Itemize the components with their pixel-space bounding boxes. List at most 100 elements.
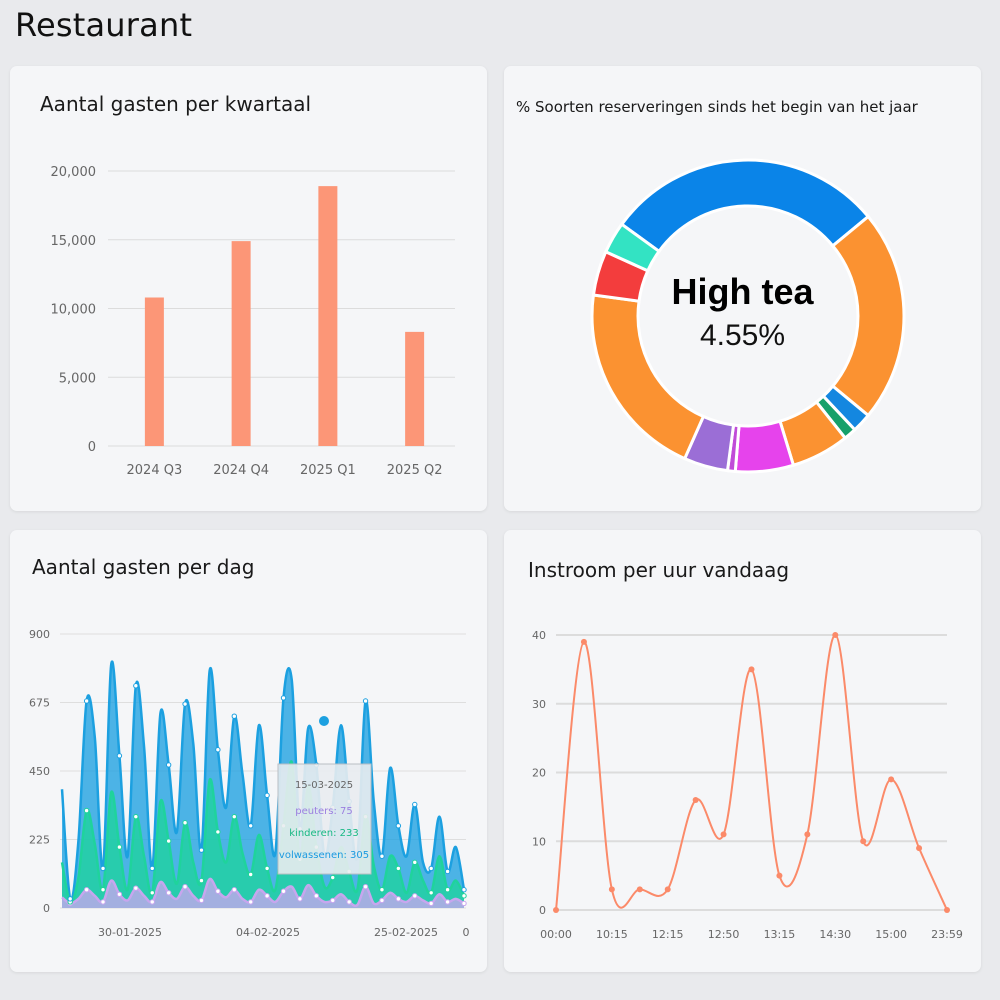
data-point[interactable] (100, 865, 106, 872)
data-point[interactable] (412, 893, 418, 899)
data-point[interactable] (330, 874, 336, 881)
data-point[interactable] (461, 893, 467, 899)
data-point[interactable] (832, 632, 839, 638)
tooltip: 15-03-2025 peuters: 75 kinderen: 233 volwas… (277, 763, 372, 875)
data-point[interactable] (215, 829, 221, 835)
data-point[interactable] (379, 887, 385, 893)
data-point[interactable] (247, 899, 254, 905)
data-point[interactable] (116, 891, 123, 897)
y-tick-label: 20,000 (51, 165, 97, 180)
y-tick-label: 10,000 (51, 303, 97, 318)
data-point[interactable] (692, 797, 699, 803)
data-point[interactable] (231, 813, 237, 820)
data-point[interactable] (428, 890, 434, 896)
data-point[interactable] (165, 890, 172, 896)
data-point[interactable] (395, 896, 402, 902)
line-chart[interactable]: 0 10 20 30 40 00:00 10:15 12:15 12:50 13:15 14:30 1… (504, 530, 981, 972)
data-point[interactable] (776, 872, 783, 879)
data-point[interactable] (83, 698, 90, 704)
data-point[interactable] (944, 907, 950, 913)
data-point[interactable] (100, 887, 106, 893)
data-point[interactable] (198, 877, 205, 884)
data-point[interactable] (247, 823, 254, 829)
data-point[interactable] (664, 886, 671, 893)
data-point[interactable] (395, 865, 402, 872)
data-point[interactable] (444, 887, 451, 893)
data-point[interactable] (748, 666, 755, 673)
tooltip-series-value: 75 (340, 806, 353, 817)
bar[interactable] (231, 241, 251, 446)
data-point[interactable] (297, 896, 303, 902)
data-point[interactable] (231, 713, 237, 719)
line-chart-card: Instroom per uur vandaag 0 10 20 30 40 00:00 1… (504, 530, 981, 972)
data-point[interactable] (215, 746, 221, 753)
data-point[interactable] (379, 853, 385, 859)
data-point[interactable] (580, 638, 587, 645)
data-point[interactable] (247, 871, 254, 878)
data-point[interactable] (198, 897, 205, 904)
data-point[interactable] (149, 865, 155, 872)
data-point[interactable] (165, 762, 172, 768)
donut-chart[interactable] (504, 66, 981, 511)
data-point[interactable] (412, 801, 418, 808)
data-point[interactable] (444, 899, 451, 905)
data-point[interactable] (100, 899, 106, 905)
data-point[interactable] (149, 899, 155, 905)
bar[interactable] (318, 186, 338, 446)
line-chart-title: Instroom per uur vandaag (528, 558, 790, 582)
data-point[interactable] (444, 868, 451, 875)
data-point[interactable] (280, 695, 287, 701)
data-point[interactable] (215, 888, 221, 894)
y-tick-label: 450 (29, 765, 50, 778)
data-point[interactable] (720, 831, 727, 838)
data-point[interactable] (264, 893, 270, 899)
data-point[interactable] (330, 897, 336, 904)
donut-chart-title: % Soorten reserveringen sinds het begin … (516, 98, 918, 116)
data-point[interactable] (804, 831, 811, 838)
highlight-point[interactable] (319, 716, 329, 726)
data-point[interactable] (395, 823, 402, 829)
data-point[interactable] (165, 838, 172, 844)
data-point[interactable] (182, 701, 188, 707)
donut-slice[interactable] (830, 214, 906, 418)
data-point[interactable] (67, 896, 73, 902)
data-point[interactable] (860, 838, 867, 845)
data-point[interactable] (346, 899, 352, 905)
data-point[interactable] (461, 887, 467, 893)
data-point[interactable] (362, 883, 369, 890)
data-point[interactable] (412, 859, 418, 866)
line-kinderen (60, 760, 466, 904)
data-point[interactable] (149, 890, 155, 896)
data-point[interactable] (133, 813, 139, 820)
area-chart[interactable]: 0 225 450 675 900 30-01-2025 04-02-2025 25-02-2… (10, 530, 487, 972)
donut-slice[interactable] (619, 158, 871, 254)
data-point[interactable] (280, 888, 287, 894)
data-point[interactable] (264, 792, 270, 799)
data-point[interactable] (428, 900, 434, 907)
data-point[interactable] (133, 683, 139, 689)
donut-slice[interactable] (603, 222, 662, 273)
data-point[interactable] (116, 753, 123, 759)
data-point[interactable] (916, 845, 923, 852)
data-point[interactable] (264, 865, 270, 872)
data-point[interactable] (608, 886, 615, 893)
data-point[interactable] (231, 887, 237, 893)
data-point[interactable] (198, 847, 205, 853)
data-point[interactable] (83, 807, 90, 814)
bar[interactable] (144, 297, 164, 447)
y-tick-label: 0 (88, 440, 96, 455)
data-point[interactable] (379, 897, 385, 904)
bar[interactable] (405, 331, 425, 446)
data-point[interactable] (428, 865, 434, 872)
data-point[interactable] (362, 698, 369, 704)
data-point[interactable] (182, 883, 188, 890)
data-point[interactable] (636, 886, 643, 893)
data-point[interactable] (83, 887, 90, 893)
data-point[interactable] (888, 776, 895, 783)
data-point[interactable] (133, 885, 139, 891)
data-point[interactable] (461, 900, 467, 907)
data-point[interactable] (313, 893, 320, 899)
data-point[interactable] (182, 820, 188, 826)
data-point[interactable] (553, 907, 559, 913)
data-point[interactable] (116, 844, 123, 850)
